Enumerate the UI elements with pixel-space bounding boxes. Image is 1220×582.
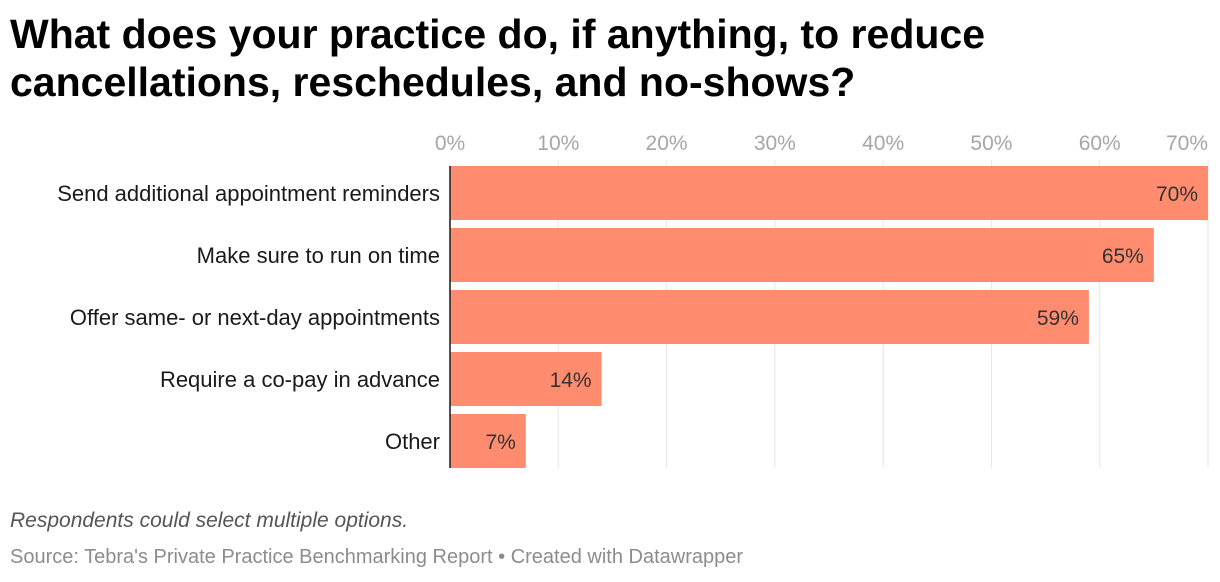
source-text: Source: Tebra's Private Practice Benchma…: [10, 546, 493, 568]
bar: [450, 414, 526, 468]
x-tick-label: 0%: [435, 132, 465, 155]
category-label: Offer same- or next-day appointments: [70, 305, 440, 330]
datawrapper-credit-link[interactable]: Created with Datawrapper: [510, 546, 744, 568]
category-label: Send additional appointment reminders: [57, 181, 440, 206]
category-label: Other: [385, 429, 440, 454]
x-tick-label: 10%: [537, 132, 579, 155]
data-label: 70%: [1156, 183, 1198, 206]
data-label: 7%: [485, 431, 515, 454]
data-label: 65%: [1102, 245, 1144, 268]
chart-note: Respondents could select multiple option…: [10, 509, 409, 532]
x-tick-label: 40%: [862, 132, 904, 155]
x-tick-label: 60%: [1079, 132, 1121, 155]
category-label: Make sure to run on time: [197, 243, 440, 268]
x-tick-label: 30%: [754, 132, 796, 155]
category-labels: Send additional appointment reminders Mak…: [57, 181, 440, 454]
footer-separator: •: [492, 546, 511, 568]
data-label: 59%: [1037, 307, 1079, 330]
bar: [450, 290, 1089, 344]
data-labels: 70% 65% 59% 14% 7%: [485, 183, 1198, 454]
chart-footer: Source: Tebra's Private Practice Benchma…: [10, 546, 743, 569]
data-label: 14%: [550, 369, 592, 392]
x-tick-label: 20%: [646, 132, 688, 155]
chart-title: What does your practice do, if anything,…: [10, 11, 986, 105]
x-tick-label: 70%: [1166, 132, 1208, 155]
bar-chart: 0% 10% 20% 30% 40% 50% 60% 70% Send additional …: [57, 132, 1209, 468]
bar: [450, 166, 1208, 220]
bars: [450, 166, 1208, 468]
bar: [450, 228, 1154, 282]
x-axis-tick-labels: 0% 10% 20% 30% 40% 50% 60% 70%: [435, 132, 1208, 155]
bar: [450, 352, 602, 406]
x-tick-label: 50%: [970, 132, 1012, 155]
category-label: Require a co-pay in advance: [160, 367, 440, 392]
